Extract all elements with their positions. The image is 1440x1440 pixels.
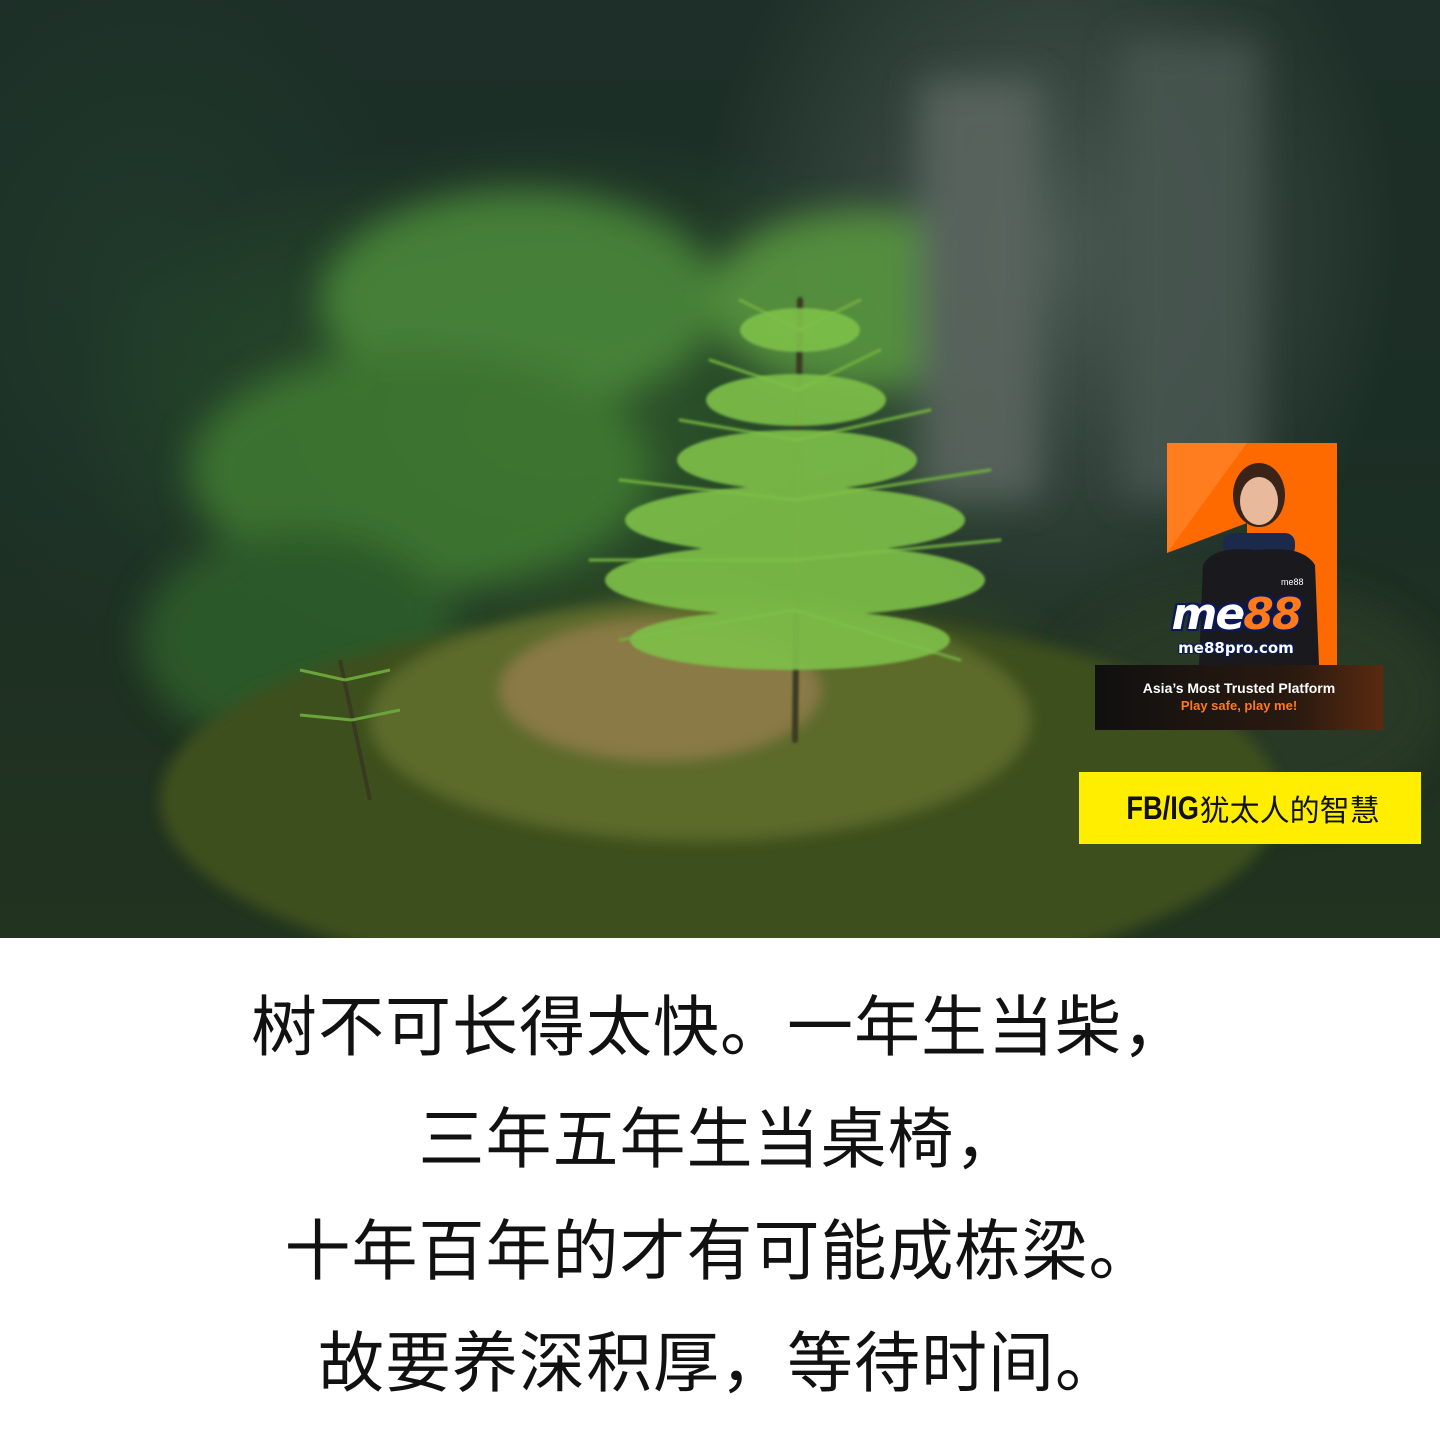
quote-line: 树不可长得太快。一年生当柴，	[251, 989, 1189, 1066]
seedling-illustration	[140, 40, 1440, 938]
social-prefix: FB/IG	[1126, 789, 1200, 826]
spokesperson-avatar: me88	[1199, 463, 1319, 665]
me88-advertisement[interactable]: me88 me88 me88pro.com Asia’s Most Truste…	[1095, 443, 1383, 730]
ad-slogan: Play safe, play me!	[1180, 698, 1298, 713]
quote-block: 树不可长得太快。一年生当柴， 三年五年生当桌椅， 十年百年的才有可能成栋梁。 故…	[0, 972, 1440, 1420]
social-handle: 犹太人的智慧	[1199, 794, 1380, 829]
ad-tagline: Asia’s Most Trusted Platform	[1142, 680, 1336, 696]
me88-logo: me88	[1171, 589, 1303, 640]
quote-line: 三年五年生当桌椅，	[418, 1101, 1022, 1178]
svg-text:me88: me88	[1281, 577, 1304, 587]
ad-banner: Asia’s Most Trusted Platform Play safe, …	[1095, 665, 1383, 730]
forest-seedling-photo	[0, 0, 1440, 938]
ad-url-text: me88pro.com	[1178, 639, 1294, 657]
quote-line: 故要养深积厚，等待时间。	[318, 1325, 1122, 1402]
social-handle-tag: FB/IG 犹太人的智慧	[1079, 772, 1421, 844]
quote-line: 十年百年的才有可能成栋梁。	[284, 1213, 1156, 1290]
